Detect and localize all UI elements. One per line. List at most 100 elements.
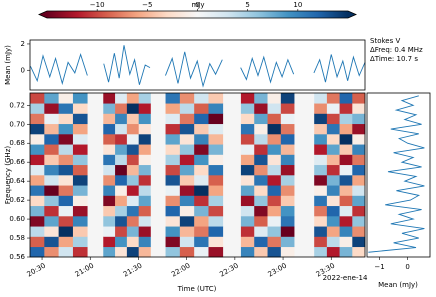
heatmap-cell <box>314 154 328 166</box>
heatmap-cell <box>208 103 224 114</box>
heatmap-cell <box>58 154 74 166</box>
y-tick-label: 0.60 <box>9 215 25 223</box>
colorbar-outline <box>38 10 357 19</box>
heatmap-cell <box>339 144 353 155</box>
heatmap-cell <box>58 103 74 114</box>
heatmap-cell <box>280 226 295 237</box>
heatmap-cell <box>267 154 282 166</box>
heatmap-cell <box>115 123 128 135</box>
x-axis-label: Time (UTC) <box>177 285 217 293</box>
heatmap-cell <box>339 246 353 258</box>
heatmap-cell <box>179 113 195 125</box>
heatmap-cell <box>326 185 340 196</box>
heatmap-cell <box>115 216 128 227</box>
heatmap-cell <box>314 123 328 135</box>
heatmap-cell <box>194 123 209 135</box>
heatmap-cell <box>280 93 295 104</box>
heatmap-cell <box>72 236 88 248</box>
heatmap-cell <box>314 185 328 196</box>
heatmap-cell <box>326 144 340 155</box>
heatmap-cell <box>240 164 255 176</box>
heatmap-cell <box>280 216 295 227</box>
heatmap-cell <box>326 195 340 207</box>
heatmap-cell <box>138 185 151 196</box>
heatmap-cell <box>58 134 74 145</box>
annotation: ΔFreq: 0.4 MHz <box>370 46 423 54</box>
heatmap-cell <box>339 226 353 237</box>
heatmap-cell <box>44 185 59 196</box>
heatmap-cell <box>326 113 340 125</box>
heatmap-cell <box>208 113 224 125</box>
heatmap-cell <box>267 236 282 248</box>
heatmap-cell <box>267 103 282 114</box>
heatmap-cell <box>280 195 295 207</box>
heatmap-cell <box>352 185 366 196</box>
heatmap-cell <box>30 144 45 155</box>
heatmap-cell <box>326 164 340 176</box>
heatmap-cell <box>240 154 255 166</box>
heatmap-cell <box>115 93 128 104</box>
heatmap-cell <box>352 144 366 155</box>
heatmap-cell <box>115 246 128 258</box>
heatmap-cell <box>179 123 195 135</box>
heatmap-cell <box>314 113 328 125</box>
heatmap-cell <box>30 216 45 227</box>
heatmap-cell <box>179 175 195 186</box>
heatmap-cell <box>352 123 366 135</box>
heatmap-cell <box>240 195 255 207</box>
heatmap-cell <box>138 216 151 227</box>
heatmap-cell <box>72 226 88 237</box>
y-tick-label: 0.66 <box>9 158 25 166</box>
heatmap-cell <box>72 216 88 227</box>
heatmap-cell <box>44 205 59 217</box>
heatmap-cell <box>115 226 128 237</box>
heatmap-cell <box>115 144 128 155</box>
heatmap-cell <box>326 93 340 104</box>
heatmap-cell <box>208 236 224 248</box>
top-y-axis-label: Mean (mJy) <box>4 45 12 85</box>
heatmap-cell <box>280 185 295 196</box>
heatmap-cell <box>30 154 45 166</box>
heatmap-cell <box>314 226 328 237</box>
heatmap-cell <box>30 134 45 145</box>
heatmap-cell <box>339 134 353 145</box>
heatmap-cell <box>126 216 139 227</box>
heatmap-cell <box>72 205 88 217</box>
heatmap-cell <box>126 175 139 186</box>
panel-frame <box>366 92 431 258</box>
heatmap-cell <box>208 154 224 166</box>
heatmap-cell <box>314 195 328 207</box>
heatmap-cell <box>72 103 88 114</box>
heatmap-cell <box>30 175 45 186</box>
heatmap-cell <box>138 103 151 114</box>
heatmap-cell <box>30 123 45 135</box>
heatmap-cell <box>339 103 353 114</box>
heatmap-cell <box>339 185 353 196</box>
heatmap-cell <box>280 103 295 114</box>
heatmap-cell <box>138 154 151 166</box>
heatmap-cell <box>72 144 88 155</box>
panel-frame <box>29 92 366 258</box>
data-line <box>368 95 425 253</box>
heatmap-cell <box>267 246 282 258</box>
heatmap-cell <box>179 205 195 217</box>
heatmap-cell <box>254 93 268 104</box>
heatmap-cell <box>44 144 59 155</box>
x-tick-label: −1 <box>374 263 384 271</box>
heatmap-cell <box>30 246 45 258</box>
heatmap-cell <box>58 195 74 207</box>
heatmap-cell <box>240 134 255 145</box>
heatmap-cell <box>115 195 128 207</box>
heatmap-cell <box>179 185 195 196</box>
heatmap-cell <box>280 205 295 217</box>
heatmap-cell <box>165 236 181 248</box>
heatmap-cell <box>267 123 282 135</box>
heatmap-cell <box>254 134 268 145</box>
heatmap-cell <box>194 154 209 166</box>
y-tick-label: 2 <box>21 40 25 48</box>
heatmap-cell <box>179 144 195 155</box>
heatmap-cell <box>126 154 139 166</box>
heatmap-cell <box>208 216 224 227</box>
heatmap-cell <box>72 134 88 145</box>
heatmap-cell <box>208 93 224 104</box>
